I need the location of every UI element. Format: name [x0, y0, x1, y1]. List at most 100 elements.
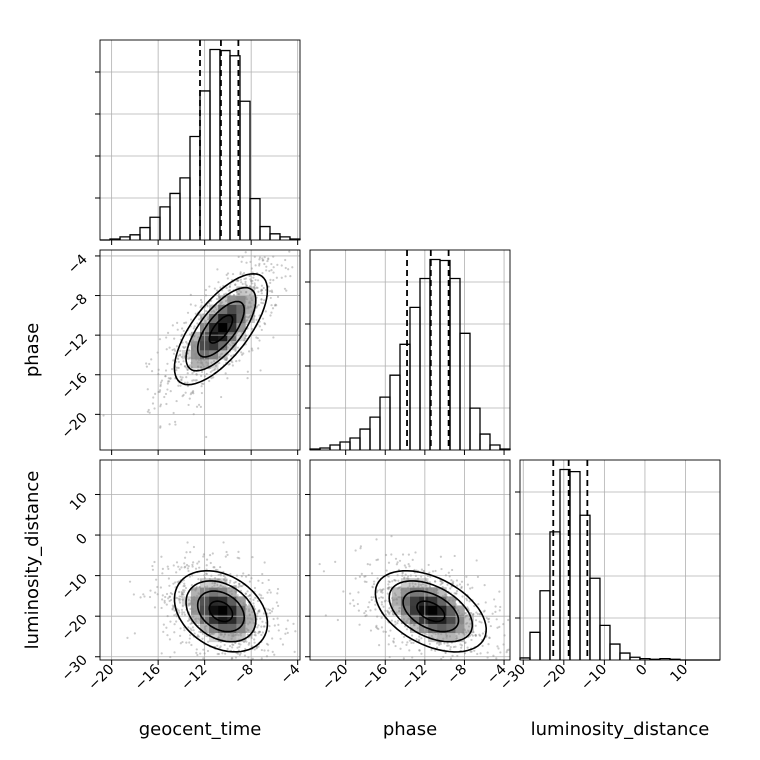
sample-point	[447, 599, 450, 602]
sample-point	[442, 655, 445, 659]
sample-point	[245, 296, 248, 299]
sample-point	[444, 632, 448, 635]
sample-point	[166, 331, 170, 334]
sample-point	[460, 586, 463, 590]
sample-point	[188, 617, 191, 621]
sample-point	[143, 595, 146, 598]
sample-point	[194, 567, 198, 570]
sample-point	[195, 379, 198, 382]
sample-point	[175, 399, 178, 403]
histogram-bin	[239, 100, 251, 240]
sample-point	[436, 591, 440, 594]
sample-point	[477, 602, 480, 606]
sample-point	[258, 256, 262, 259]
sample-point	[370, 596, 373, 599]
sample-point	[359, 545, 363, 548]
sample-point	[245, 318, 249, 322]
sample-point	[189, 634, 192, 637]
sample-point	[232, 643, 235, 646]
histogram-bin	[119, 236, 131, 240]
sample-point	[248, 594, 251, 597]
sample-point	[210, 310, 213, 313]
sample-point	[393, 578, 396, 582]
density-cell	[428, 587, 438, 597]
sample-point	[166, 382, 169, 385]
sample-point	[398, 609, 401, 613]
sample-point	[429, 586, 432, 589]
histogram-bin	[179, 177, 191, 240]
histogram-bin	[609, 643, 621, 660]
sample-point	[262, 286, 265, 290]
sample-point	[454, 592, 458, 595]
sample-point	[236, 279, 239, 282]
sample-point	[239, 652, 242, 655]
sample-point	[250, 282, 254, 285]
sample-point	[177, 360, 180, 364]
sample-point	[261, 631, 264, 634]
sample-point	[385, 569, 388, 572]
sample-point	[248, 350, 251, 353]
sample-point	[381, 591, 384, 594]
sample-point	[162, 630, 165, 633]
sample-point	[460, 622, 463, 625]
sample-point	[388, 607, 391, 610]
sample-point	[471, 586, 474, 589]
sample-point	[237, 296, 240, 300]
sample-point	[236, 296, 240, 299]
sample-point	[160, 555, 163, 558]
sample-point	[218, 303, 222, 306]
sample-point	[188, 641, 191, 644]
sample-point	[411, 621, 414, 625]
diag-panel-phase	[309, 249, 511, 451]
sample-point	[439, 641, 442, 644]
tick-label: 0	[73, 531, 91, 549]
sample-point	[228, 285, 232, 288]
sample-point	[126, 636, 129, 639]
sample-point	[253, 314, 256, 318]
sample-point	[461, 630, 464, 634]
sample-point	[178, 601, 182, 604]
sample-point	[478, 620, 481, 623]
sample-point	[243, 318, 246, 321]
sample-point	[258, 630, 261, 633]
sample-point	[230, 341, 233, 344]
sample-point	[260, 298, 263, 301]
sample-point	[228, 645, 232, 648]
sample-point	[178, 595, 181, 598]
sample-point	[182, 585, 185, 588]
sample-point	[378, 597, 381, 600]
sample-point	[463, 641, 466, 645]
sample-point	[185, 340, 188, 344]
sample-point	[269, 278, 272, 281]
sample-point	[463, 652, 467, 655]
sample-point	[154, 591, 157, 594]
sample-point	[260, 657, 263, 660]
sample-point	[470, 650, 473, 653]
sample-point	[190, 357, 194, 360]
tick-label: −8	[444, 662, 470, 688]
sample-point	[153, 560, 156, 564]
sample-point	[460, 622, 464, 625]
sample-point	[372, 596, 376, 599]
sample-point	[398, 607, 401, 610]
sample-point	[372, 583, 376, 586]
sample-point	[182, 360, 185, 363]
sample-point	[498, 590, 501, 593]
sample-point	[396, 619, 400, 622]
sample-point	[257, 610, 260, 613]
sample-point	[168, 595, 171, 598]
sample-point	[396, 622, 399, 625]
sample-point	[249, 617, 252, 620]
sample-point	[213, 577, 217, 580]
sample-point	[229, 572, 232, 576]
sample-point	[191, 372, 194, 375]
sample-point	[249, 314, 253, 317]
sample-point	[224, 576, 227, 579]
sample-point	[142, 593, 145, 596]
sample-point	[412, 624, 415, 627]
density-cell	[218, 350, 228, 360]
sample-point	[387, 611, 390, 614]
histogram-bin	[589, 577, 601, 660]
density-cell	[446, 605, 456, 615]
sample-point	[200, 362, 203, 365]
